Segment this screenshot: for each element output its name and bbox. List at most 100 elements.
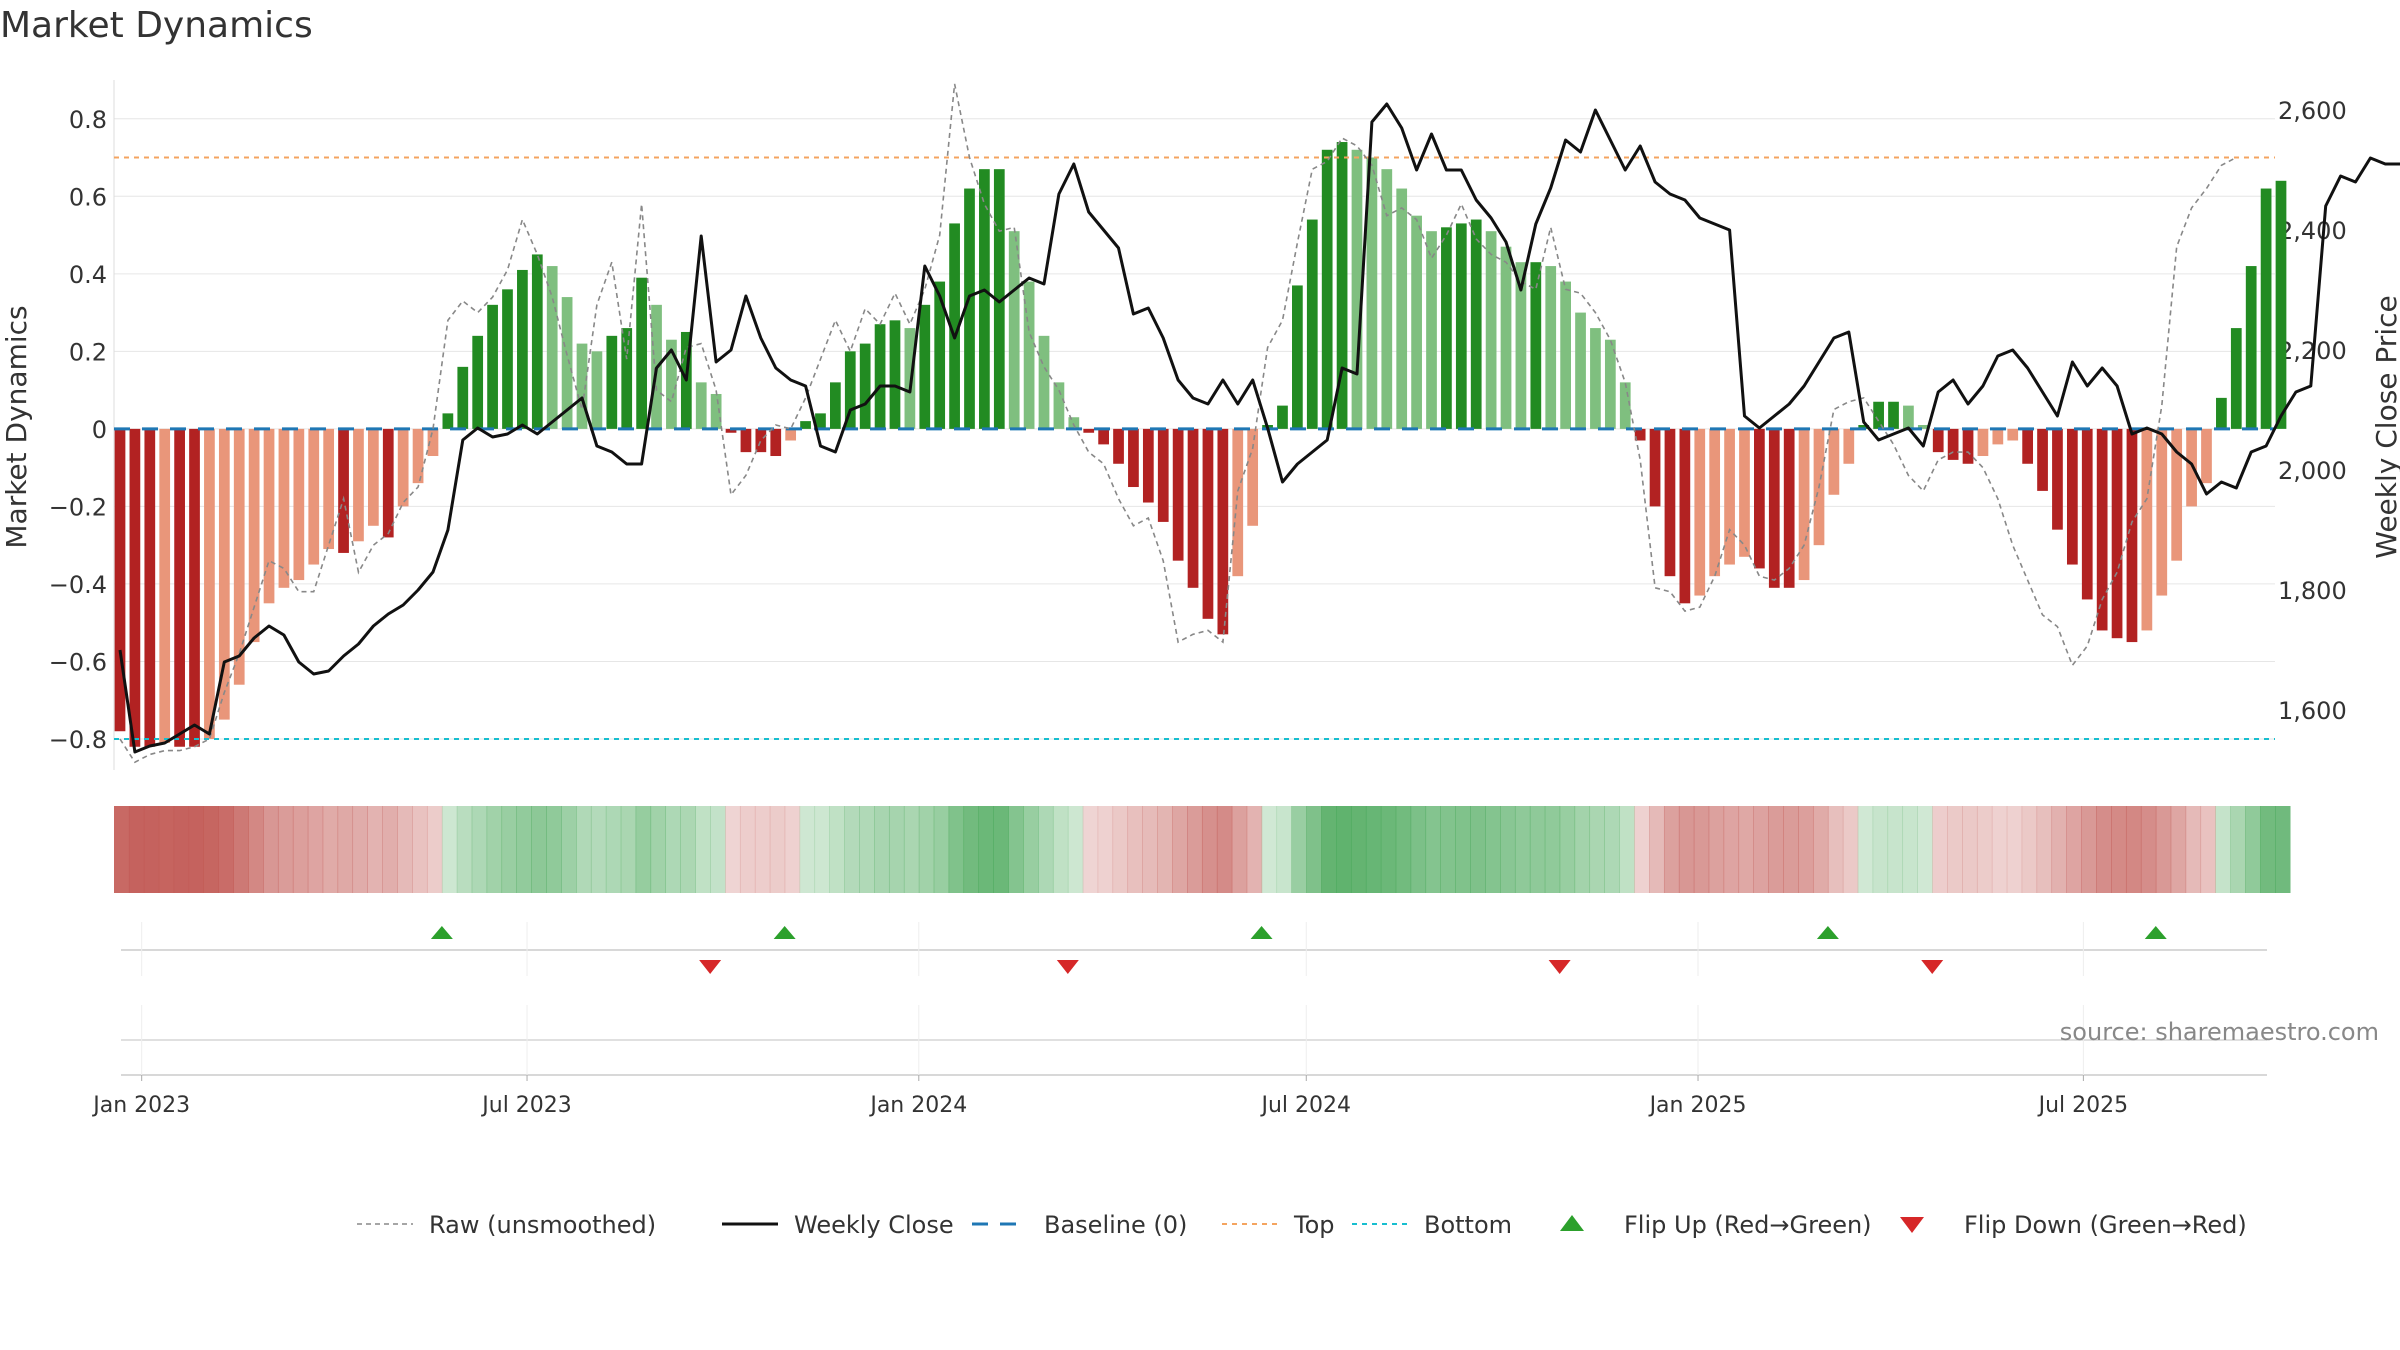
y-tick-label-right: 1,600: [2278, 697, 2347, 725]
heat-cell: [1231, 806, 1248, 893]
dynamics-bar: [174, 428, 185, 747]
flip-down-marker: [699, 960, 722, 974]
heat-cell: [1678, 806, 1695, 893]
heat-cell: [143, 806, 160, 893]
heat-cell: [1455, 806, 1471, 893]
heat-cell: [635, 806, 652, 893]
dynamics-bar: [859, 343, 871, 429]
dynamics-bar: [755, 428, 767, 453]
y-tick-label-left: 0.8: [69, 106, 107, 134]
heat-cell: [2111, 806, 2127, 893]
weekly-close-series: [118, 102, 2400, 754]
dynamics-bar: [2156, 428, 2168, 596]
dynamics-bar: [1113, 428, 1124, 464]
heat-cell: [1634, 806, 1650, 893]
dynamics-bar: [1455, 223, 1467, 429]
heat-cell: [1827, 806, 1844, 893]
heat-cell: [1410, 806, 1427, 893]
dynamics-bar: [308, 428, 320, 565]
dynamics-bar: [949, 223, 960, 429]
legend-item-top: Top: [1222, 1211, 1335, 1239]
dynamics-bar: [1083, 428, 1095, 433]
dynamics-bar: [1351, 149, 1363, 429]
heat-cell: [1768, 806, 1784, 893]
heat-cell: [2066, 806, 2082, 893]
flip-up-marker: [2144, 926, 2167, 939]
legend-label-flip_down: Flip Down (Green→Red): [1964, 1211, 2247, 1239]
dynamics-bar: [1470, 219, 1482, 429]
dynamics-bar: [442, 413, 454, 429]
heat-cell: [456, 806, 473, 893]
heat-cell: [1336, 806, 1352, 893]
dynamics-bar: [2245, 266, 2257, 429]
dynamics-bar: [1128, 428, 1139, 488]
heat-cell: [948, 806, 965, 893]
dynamics-bar: [1023, 281, 1035, 429]
heat-cell: [2036, 806, 2053, 893]
dynamics-bar: [1739, 428, 1750, 557]
y-tick-label-left: −0.2: [49, 493, 107, 521]
heat-cell: [1470, 806, 1486, 893]
flip-up-marker: [1250, 926, 1273, 939]
dynamics-bar: [1694, 428, 1706, 596]
heat-cell: [203, 806, 219, 893]
dynamics-bar: [1858, 425, 1870, 429]
heat-cell: [2140, 806, 2157, 893]
dynamics-bar: [2066, 428, 2078, 565]
dynamics-bar: [1292, 285, 1303, 429]
heat-cell: [1872, 806, 1889, 893]
dynamics-bar: [1932, 428, 1944, 453]
heat-cell: [307, 806, 324, 893]
heat-cell: [1738, 806, 1754, 893]
heat-cell: [1589, 806, 1605, 893]
heat-cell: [1842, 806, 1859, 893]
dynamics-bar: [2141, 428, 2153, 631]
dynamics-bar: [636, 277, 647, 429]
heat-cell: [486, 806, 503, 893]
heat-cell: [2215, 806, 2231, 893]
heat-cell: [1559, 806, 1576, 893]
heat-cell: [710, 806, 726, 893]
flip-down-marker: [1056, 960, 1079, 974]
dynamics-bar: [695, 382, 707, 429]
legend-item-baseline: Baseline (0): [972, 1211, 1187, 1239]
heat-cell: [918, 806, 935, 893]
dynamics-bar: [1590, 328, 1601, 429]
heat-cell: [531, 806, 547, 893]
heat-cell: [2051, 806, 2067, 893]
dynamics-bar: [964, 188, 975, 429]
dynamics-bar: [1560, 281, 1571, 429]
dynamics-bar: [2022, 428, 2034, 464]
flip-up-marker: [430, 926, 453, 939]
heat-cell: [1052, 806, 1069, 893]
dynamics-bar: [1187, 428, 1199, 588]
dynamics-bar: [412, 428, 424, 484]
heat-cell: [1857, 806, 1874, 893]
dynamics-bar: [606, 335, 618, 429]
heat-cell: [2170, 806, 2187, 893]
dynamics-bar: [2216, 397, 2227, 429]
y-axis-label-right: Weekly Close Price: [2370, 295, 2400, 558]
dynamics-bar: [1828, 428, 1840, 495]
heat-cell: [292, 806, 309, 893]
dynamics-bar: [2052, 428, 2063, 530]
heat-cell: [2125, 806, 2142, 893]
flip-up-marker: [773, 926, 796, 939]
legend-label-close: Weekly Close: [794, 1211, 954, 1239]
heat-cell: [412, 806, 428, 893]
dynamics-bar: [2186, 428, 2197, 507]
heat-cell: [769, 806, 786, 893]
y-tick-label-right: 1,800: [2278, 577, 2347, 605]
heat-cell: [1142, 806, 1158, 893]
dynamics-bar: [800, 421, 811, 429]
legend-flip-down-icon: [1900, 1217, 1924, 1233]
y-tick-label-left: 0: [92, 416, 107, 444]
heat-cell: [1306, 806, 1322, 893]
dynamics-bar: [2081, 428, 2093, 600]
dynamics-bar: [204, 428, 215, 739]
heat-cell: [1112, 806, 1129, 893]
dynamics-bars: [114, 142, 2287, 747]
heat-cell: [799, 806, 816, 893]
legend-item-close: Weekly Close: [722, 1211, 954, 1239]
y-tick-label-left: 0.6: [69, 183, 107, 211]
